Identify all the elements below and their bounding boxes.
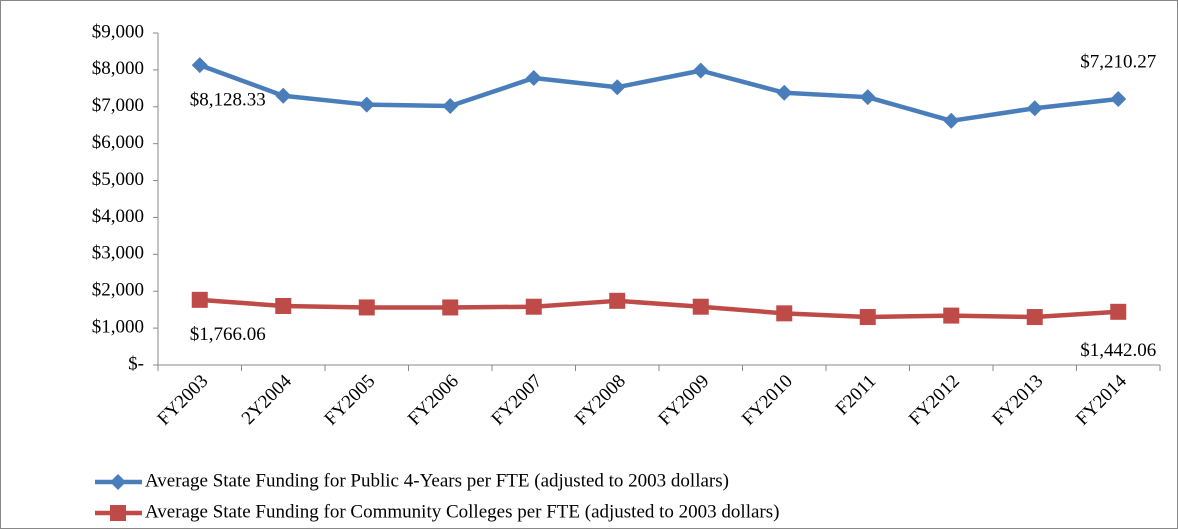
data-point: [442, 299, 459, 316]
data-point: [442, 98, 459, 115]
data-point: [358, 96, 375, 113]
data-point: [943, 307, 960, 324]
data-label: $1,442.06: [1080, 340, 1156, 361]
data-point: [358, 299, 375, 316]
data-point: [609, 79, 626, 96]
data-point: [525, 298, 542, 315]
data-point: [275, 297, 292, 314]
y-tick-label: $2,000: [92, 280, 144, 301]
data-point: [191, 291, 208, 308]
data-point: [609, 292, 626, 309]
data-point: [692, 298, 709, 315]
y-tick-label: $3,000: [92, 243, 144, 264]
y-tick-label: $5,000: [92, 169, 144, 190]
series-line: [198, 63, 1119, 124]
data-label: $8,128.33: [190, 90, 266, 111]
data-label: $7,210.27: [1080, 51, 1156, 72]
data-point: [1110, 303, 1127, 320]
y-tick-label: $8,000: [92, 58, 144, 79]
data-point: [859, 89, 876, 106]
data-point: [275, 87, 292, 104]
y-tick-label: $9,000: [92, 21, 144, 42]
data-point: [525, 70, 542, 87]
series-line: [199, 297, 1119, 320]
y-tick-label: $4,000: [92, 206, 144, 227]
data-point: [1110, 91, 1127, 108]
data-label: $1,766.06: [190, 324, 266, 345]
data-point: [776, 305, 793, 322]
data-point: [191, 57, 208, 74]
data-point: [776, 84, 793, 101]
y-tick-label: $7,000: [92, 95, 144, 116]
data-point: [692, 62, 709, 79]
legend-label: Average State Funding for Community Coll…: [145, 501, 779, 522]
data-point: [943, 112, 960, 129]
data-point: [1026, 309, 1043, 326]
data-point: [1026, 100, 1043, 117]
data-point: [859, 309, 876, 326]
y-tick-label: $1,000: [92, 316, 144, 337]
y-tick-label: $-: [128, 353, 144, 374]
y-tick-label: $6,000: [92, 132, 144, 153]
legend-marker: [110, 474, 126, 490]
legend-marker: [110, 505, 126, 521]
legend-label: Average State Funding for Public 4-Years…: [145, 470, 729, 491]
